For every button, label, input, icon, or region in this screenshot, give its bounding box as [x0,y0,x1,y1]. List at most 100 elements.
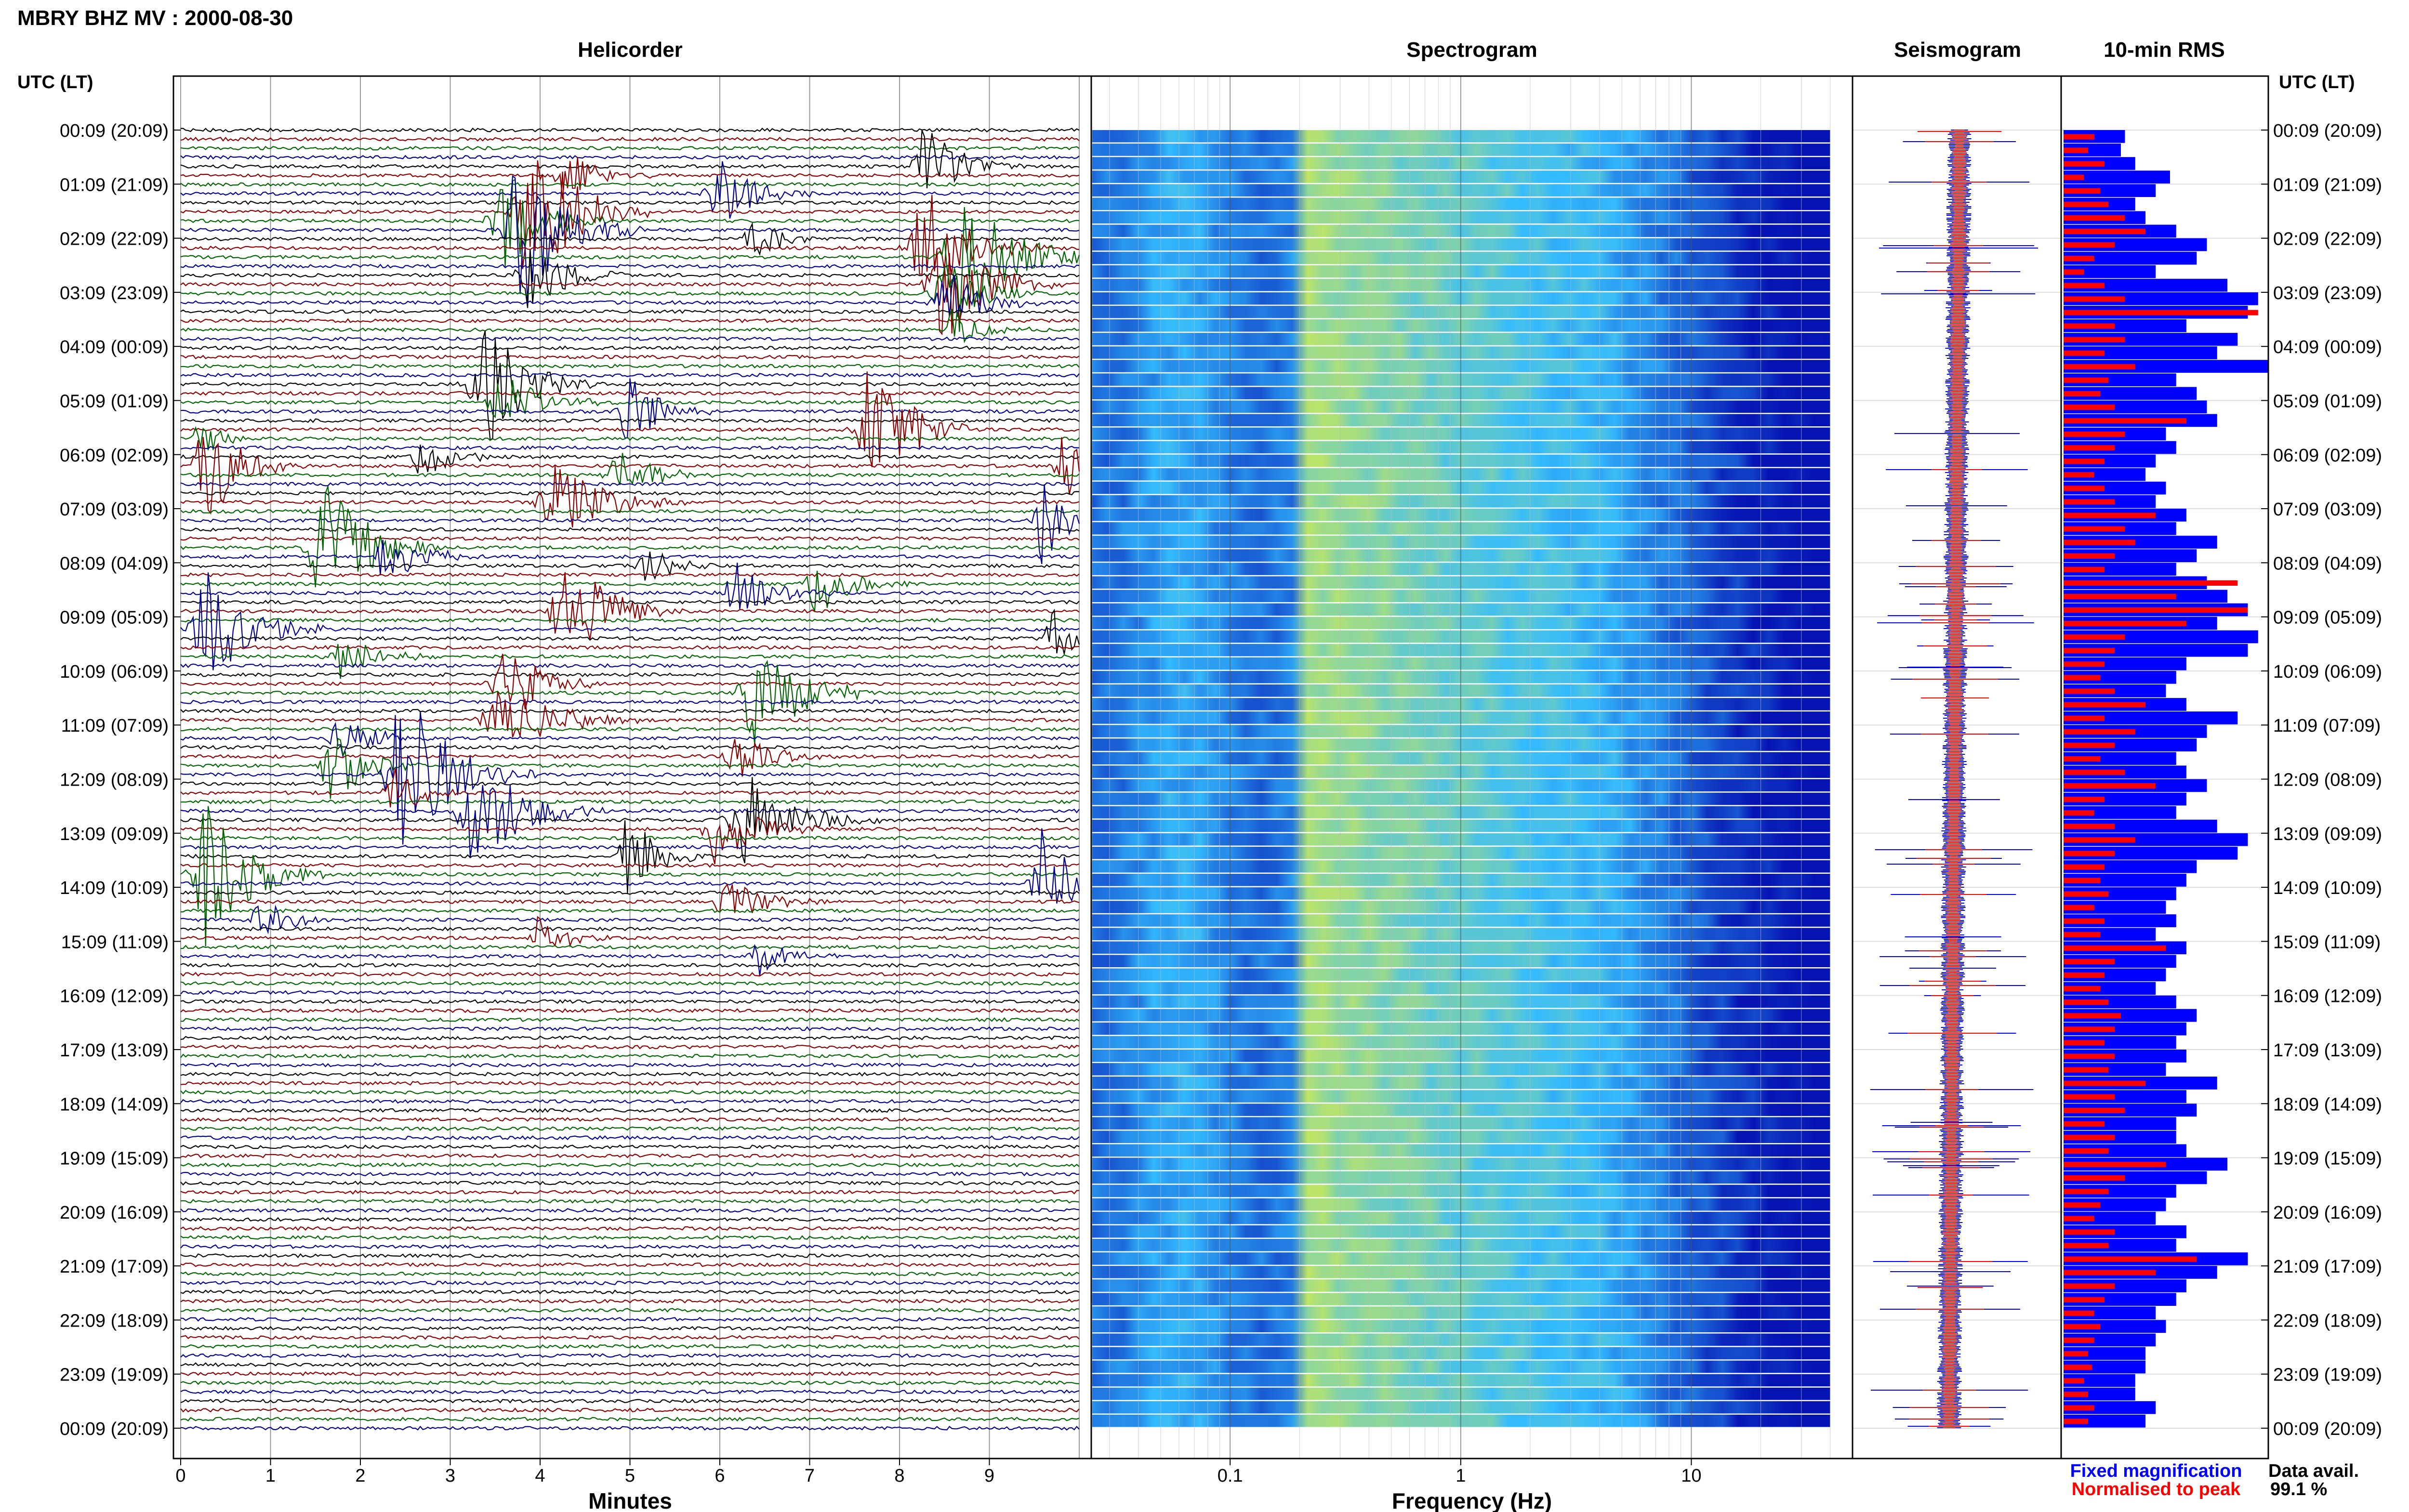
helicorder-trace [180,1099,1080,1104]
rms-bar-normalised [2064,499,2115,505]
rms-bar-normalised [2064,1013,2121,1019]
rms-bar-normalised [2064,364,2135,369]
helicorder-trace [180,883,1080,913]
rms-bar-normalised [2064,1026,2115,1032]
helicorder-trace [180,699,1080,705]
rms-bar-normalised [2064,174,2084,180]
helicorder-trace [180,1316,1079,1322]
rms-bar-normalised [2064,593,2176,600]
helicorder-trace [180,486,1080,588]
seismogram-panel [1853,130,2061,1429]
helicorder-trace [180,828,1080,904]
helicorder-trace [180,672,1080,677]
y-tick-label-right: 16:09 (12:09) [2273,986,2382,1007]
helicorder-trace [180,1017,1080,1022]
rms-bar-normalised [2064,1107,2125,1113]
rms-bar-normalised [2064,1324,2101,1329]
helicorder-trace [180,1208,1080,1213]
spectrogram-x-tick-label: 10 [1681,1466,1701,1486]
rms-bar-normalised [2064,932,2101,937]
helicorder-trace [180,836,1080,841]
figure-title: MBRY BHZ MV : 2000-08-30 [17,6,293,30]
rms-bar-normalised [2064,864,2105,870]
helicorder-trace [180,905,1080,934]
rms-bar-normalised [2064,566,2105,572]
rms-bar-normalised [2064,1162,2166,1168]
helicorder-trace [180,1026,1080,1031]
rms-bar-normalised [2064,1365,2092,1370]
y-tick-label-left: 00:09 (20:09) [60,1419,169,1439]
helicorder-trace [180,799,1080,804]
rms-bar-normalised [2064,459,2105,464]
helicorder-trace [181,908,1080,913]
rms-bar-normalised [2064,337,2125,342]
helicorder-trace [180,481,1080,487]
helicorder-trace [180,136,1080,142]
helicorder-trace [180,263,1080,269]
rms-bar-normalised [2064,837,2135,843]
helicorder-trace [180,1344,1080,1349]
helicorder-trace [180,644,1080,679]
rms-bar-normalised [2064,1351,2088,1357]
helicorder-trace [180,157,1080,199]
helicorder-trace [180,1090,1080,1095]
rms-bar-normalised [2064,783,2156,789]
y-tick-label-left: 19:09 (15:09) [60,1149,169,1169]
y-tick-label-left: 20:09 (16:09) [60,1203,169,1223]
helicorder-trace [180,806,1080,947]
helicorder-trace [180,1417,1080,1422]
helicorder-trace [180,1108,1080,1113]
helicorder-trace [180,378,1080,439]
rms-bar-normalised [2064,1053,2115,1059]
rms-bar-normalised [2064,607,2248,613]
helicorder-trace [180,445,1080,450]
helicorder-trace [180,207,1080,332]
y-tick-label-left: 04:09 (00:09) [60,337,169,357]
y-tick-label-right: 10:09 (06:09) [2273,662,2382,682]
helicorder-x-tick-label: 7 [805,1466,815,1486]
helicorder-trace [180,484,1080,564]
helicorder-trace [180,372,1080,378]
y-tick-label-right: 13:09 (09:09) [2273,824,2382,844]
helicorder-trace [180,768,1080,808]
helicorder-x-tick-label: 6 [715,1466,725,1486]
y-tick-label-left: 09:09 (05:09) [60,608,169,628]
helicorder-trace [180,777,1080,864]
helicorder-trace [181,127,1080,132]
helicorder-trace [180,709,1080,714]
helicorder-trace [180,1362,1080,1367]
rms-bar-normalised [2064,878,2101,883]
y-tick-label-right: 11:09 (07:09) [2273,716,2381,736]
y-tick-label-right: 03:09 (23:09) [2273,283,2382,303]
helicorder-trace [180,570,1080,612]
helicorder-trace [180,737,1080,799]
helicorder-trace [180,944,1080,976]
y-tick-label-right: 05:09 (01:09) [2273,391,2382,411]
rms-bar-normalised [2064,1216,2094,1222]
y-tick-label-right: 19:09 (15:09) [2273,1149,2382,1169]
helicorder-trace [180,160,1080,269]
y-tick-label-right: 07:09 (03:09) [2273,500,2382,520]
helicorder-trace [180,1071,1080,1077]
y-tick-label-left: 22:09 (18:09) [60,1311,169,1331]
rms-bar-normalised [2064,1067,2109,1073]
helicorder-trace [180,654,1080,710]
rms-bar-normalised [2064,756,2101,762]
rms-bar-normalised [2064,310,2258,316]
data-avail-label: Data avail. [2268,1461,2359,1481]
y-tick-label-right: 00:09 (20:09) [2273,1419,2382,1439]
helicorder-trace [180,309,1080,343]
y-tick-label-left: 02:09 (22:09) [60,229,169,250]
helicorder-trace [180,1117,1079,1122]
helicorder-trace [180,745,1080,750]
rms-bar-normalised [2064,1419,2088,1424]
helicorder-trace [180,182,1080,187]
y-tick-label-left: 07:09 (03:09) [60,500,169,520]
helicorder-trace [180,1235,1080,1240]
y-tick-label-left: 01:09 (21:09) [60,175,169,195]
helicorder-trace [180,739,1080,777]
helicorder-trace [180,816,1080,865]
rms-bar-normalised [2064,215,2125,221]
rms-bar-normalised [2064,621,2186,627]
